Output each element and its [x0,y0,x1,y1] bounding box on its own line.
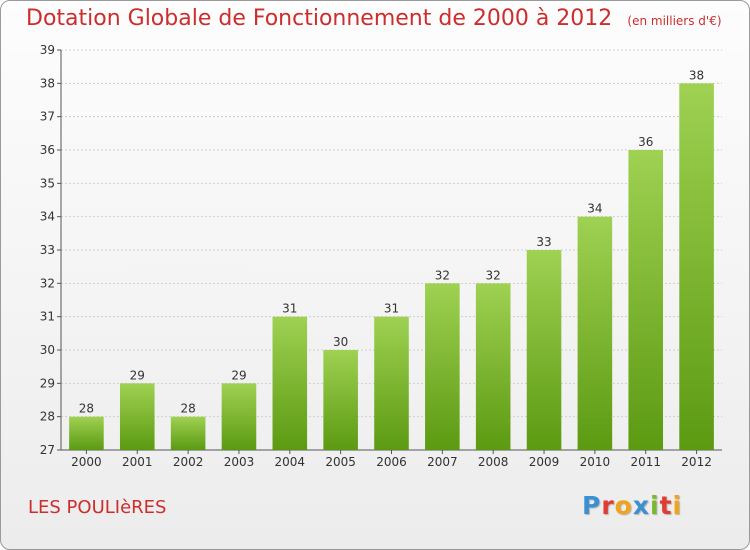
y-tick-label: 28 [40,410,55,424]
x-tick-label: 2004 [275,455,306,469]
data-label: 38 [689,68,704,82]
bar-2002 [170,416,206,450]
y-tick-label: 34 [40,210,55,224]
bar-2010 [577,216,613,450]
bars [69,83,714,450]
y-tick-label: 37 [40,110,55,124]
data-label: 32 [435,268,450,282]
data-label: 34 [587,202,602,216]
bar-2008 [475,283,511,450]
x-tick-label: 2000 [71,455,102,469]
bar-2001 [119,383,155,450]
chart-title-main: Dotation Globale de Fonctionnement de 20… [26,6,613,31]
bar-2007 [425,283,460,450]
logo-letter: x [632,491,650,520]
y-tick-label: 32 [40,276,55,290]
data-label: 28 [79,402,94,416]
bar-2000 [69,416,104,450]
commune-name: LES POULIèRES [28,497,167,518]
x-tick-label: 2002 [173,455,204,469]
logo-letter: r [601,491,615,520]
data-label: 31 [282,302,297,316]
data-label: 33 [536,235,551,249]
y-tick-label: 35 [40,176,55,190]
data-label: 31 [384,302,399,316]
bar-2009 [526,250,562,450]
data-label: 29 [130,368,145,382]
x-tick-label: 2006 [376,455,407,469]
y-tick-label: 31 [40,310,55,324]
data-label: 36 [638,135,653,149]
x-tick-label: 2009 [529,455,560,469]
data-label: 29 [231,368,246,382]
x-tick-label: 2008 [478,455,509,469]
x-tick-label: 2010 [580,455,611,469]
y-tick-label: 38 [40,76,55,90]
y-tick-label: 39 [40,43,55,57]
bar-2011 [628,150,664,450]
data-label: 30 [333,335,348,349]
y-tick-label: 27 [40,443,55,457]
chart-title: Dotation Globale de Fonctionnement de 20… [26,6,722,31]
y-tick-label: 36 [40,143,55,157]
logo-letter: o [614,491,633,520]
bar-2006 [374,316,409,450]
x-tick-label: 2012 [681,455,712,469]
data-labels: 28 29 28 29 31 30 31 32 32 33 34 36 38 [79,68,704,415]
bar-2005 [323,350,358,450]
proxiti-logo[interactable]: Proxiti [582,491,682,520]
x-tick-label: 2001 [122,455,153,469]
logo-letter: P [582,491,602,520]
logo-letter: i [650,491,660,520]
x-tick-label: 2003 [224,455,255,469]
y-tick-label: 29 [40,376,55,390]
x-tick-label: 2007 [427,455,458,469]
data-label: 32 [486,268,501,282]
logo-letter: i [672,491,683,520]
y-tick-label: 33 [40,243,55,257]
y-tick-label: 30 [40,343,55,357]
data-label: 28 [180,402,195,416]
bar-2003 [221,383,257,450]
bar-2004 [272,316,308,450]
bar-2012 [679,83,714,450]
x-tick-label: 2005 [325,455,356,469]
chart-unit-note: (en milliers d'€) [627,14,722,28]
x-tick-label: 2011 [630,455,661,469]
logo-letter: t [659,491,673,520]
